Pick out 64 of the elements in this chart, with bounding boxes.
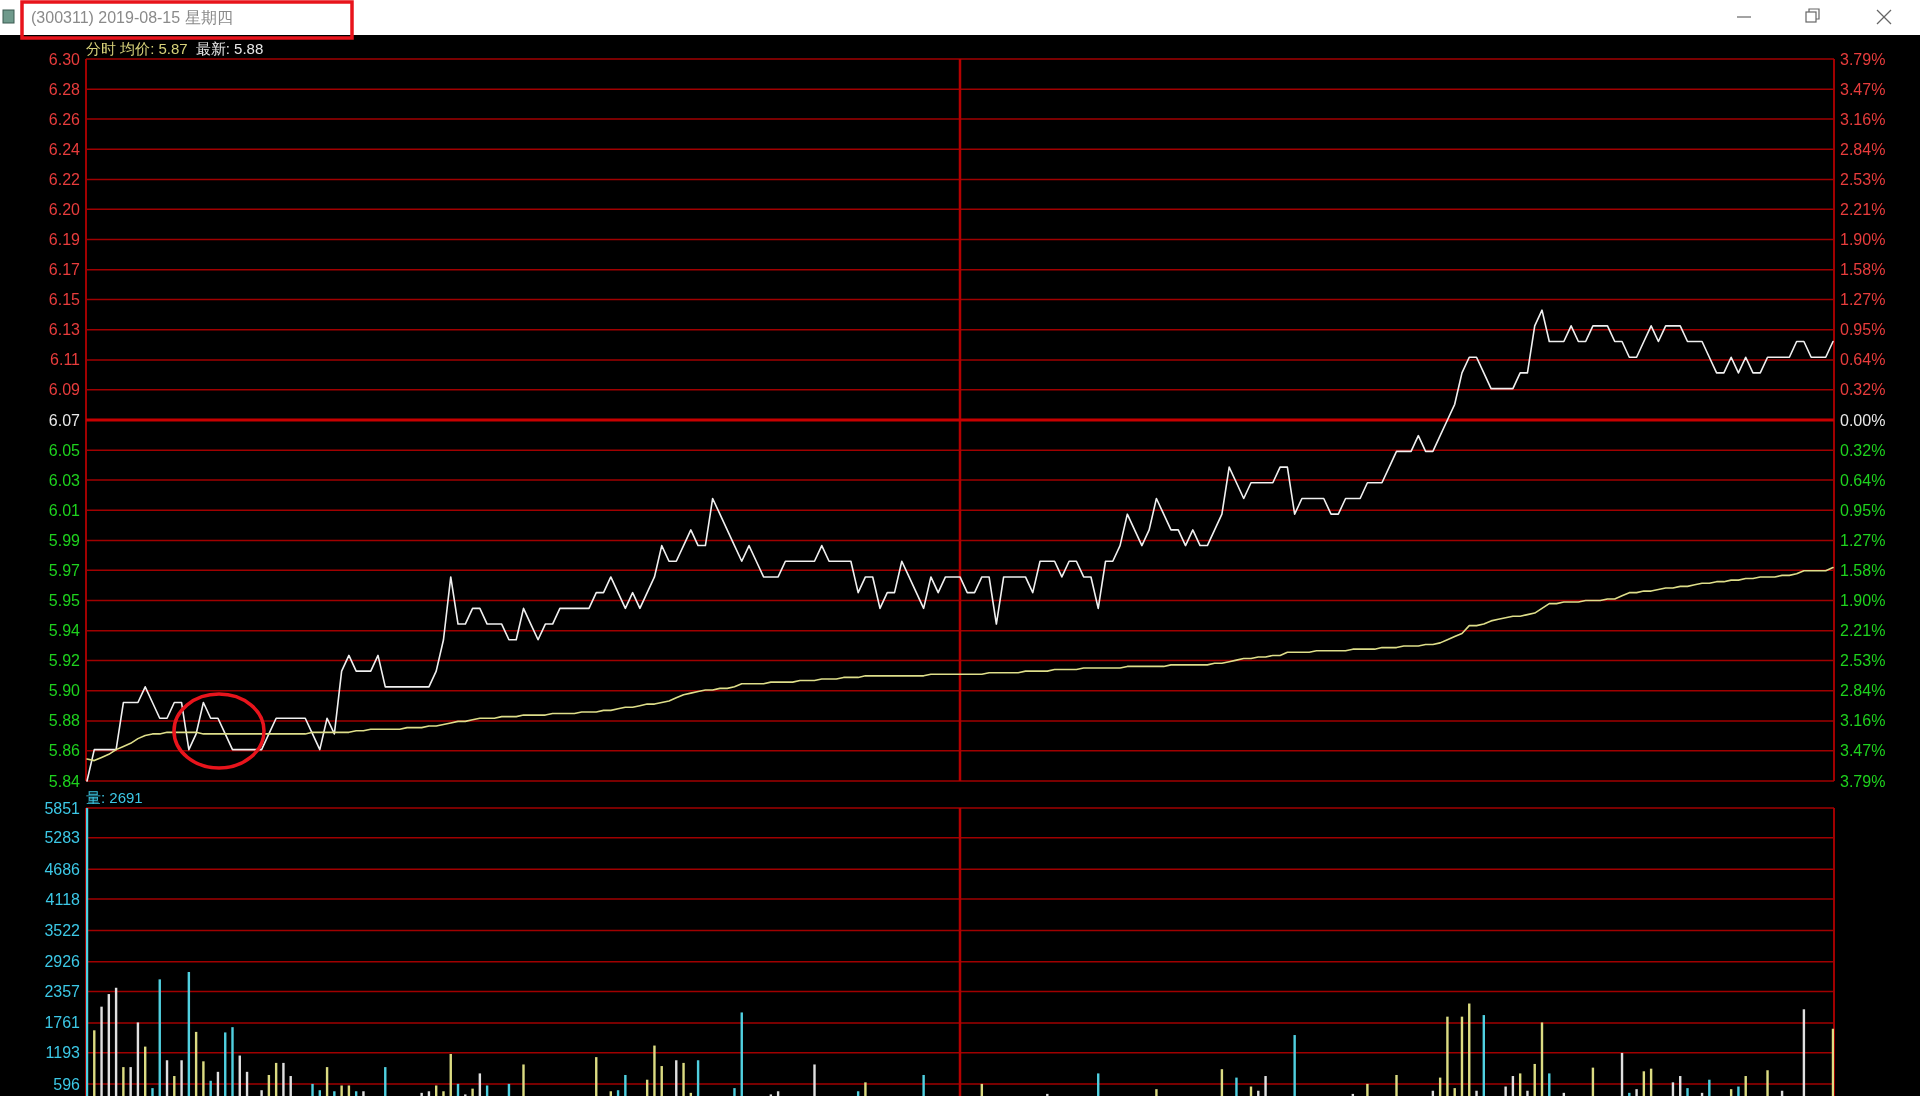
y-tick-label: 6.19: [48, 231, 81, 248]
y2-tick-label: 1.90%: [1840, 230, 1886, 248]
y2-tick-label: 0.32%: [1840, 381, 1886, 399]
text: 分时 均价: 5.87: [86, 40, 188, 57]
y2-tick-label: 1.58%: [1840, 261, 1886, 278]
y2-tick-label: 3.16%: [1840, 712, 1886, 730]
y-tick-label: 6.15: [48, 291, 81, 309]
y-tick-label: 1193: [45, 1044, 81, 1062]
y-tick-label: 5851: [44, 799, 81, 817]
y-tick-label: 2926: [44, 953, 81, 971]
y2-tick-label: 1.27%: [1840, 532, 1886, 550]
y-tick-label: 6.28: [48, 80, 81, 98]
y-tick-label: 6.22: [48, 170, 81, 188]
y-tick-label: 6.26: [48, 110, 81, 128]
y-tick-label: 5.90: [48, 682, 81, 700]
y-tick-label: 6.05: [48, 441, 81, 459]
y2-tick-label: 0.95%: [1840, 321, 1886, 339]
y2-tick-label: 2.84%: [1840, 682, 1886, 700]
y2-tick-label: 0.64%: [1840, 350, 1886, 368]
y-tick-label: 6.20: [48, 200, 81, 218]
y2-tick-label: 2.21%: [1840, 201, 1886, 218]
y2-tick-label: 1.27%: [1840, 290, 1886, 308]
y-tick-label: 5283: [44, 829, 81, 847]
y-tick-label: 5.86: [48, 742, 81, 760]
chart-title: (300311) 2019-08-15 星期四: [31, 9, 233, 26]
y2-tick-label: 0.64%: [1840, 472, 1886, 490]
y2-tick-label: 2.53%: [1840, 170, 1886, 188]
y-tick-label: 3522: [44, 921, 81, 939]
y2-tick-label: 1.58%: [1840, 562, 1886, 579]
y2-tick-label: 2.21%: [1840, 622, 1886, 639]
y-tick-label: 6.01: [48, 501, 81, 519]
y-tick-label: 6.09: [48, 381, 81, 399]
y-tick-label: 6.13: [48, 321, 81, 339]
y-tick-label: 5.92: [48, 652, 81, 670]
y2-tick-label: 3.47%: [1840, 742, 1886, 760]
y2-tick-label: 2.84%: [1840, 140, 1886, 158]
y-tick-label: 596: [53, 1075, 81, 1093]
y-tick-label: 5.99: [48, 531, 81, 549]
y2-tick-label: 3.47%: [1840, 80, 1886, 98]
y-tick-label: 6.24: [48, 140, 81, 158]
y-tick-label: 6.17: [48, 261, 81, 279]
y-tick-label: 5.88: [48, 712, 81, 730]
y2-tick-label: 1.90%: [1840, 592, 1886, 610]
y-tick-label: 6.30: [48, 50, 81, 68]
y-tick-label: 4118: [45, 890, 81, 908]
y2-tick-label: 0.00%: [1840, 411, 1886, 429]
y-tick-label: 2357: [44, 983, 81, 1001]
y-tick-label: 6.07: [48, 411, 81, 429]
y-tick-label: 6.03: [48, 471, 81, 489]
y2-tick-label: 3.79%: [1840, 772, 1886, 790]
text: 最新: 5.88: [195, 40, 264, 57]
y2-tick-label: 3.79%: [1840, 50, 1886, 68]
y-tick-label: 5.84: [48, 772, 81, 790]
y-tick-label: 1761: [44, 1014, 81, 1032]
y-tick-label: 4686: [44, 860, 81, 878]
y-tick-label: 6.11: [50, 351, 81, 369]
y-tick-label: 5.97: [48, 561, 81, 579]
y2-tick-label: 0.32%: [1840, 441, 1886, 459]
y2-tick-label: 3.16%: [1840, 110, 1886, 128]
y-tick-label: 5.95: [48, 592, 81, 609]
text: 量: 2691: [86, 789, 143, 806]
y-tick-label: 5.94: [48, 622, 81, 640]
y2-tick-label: 2.53%: [1840, 652, 1886, 670]
y2-tick-label: 0.95%: [1840, 501, 1886, 519]
